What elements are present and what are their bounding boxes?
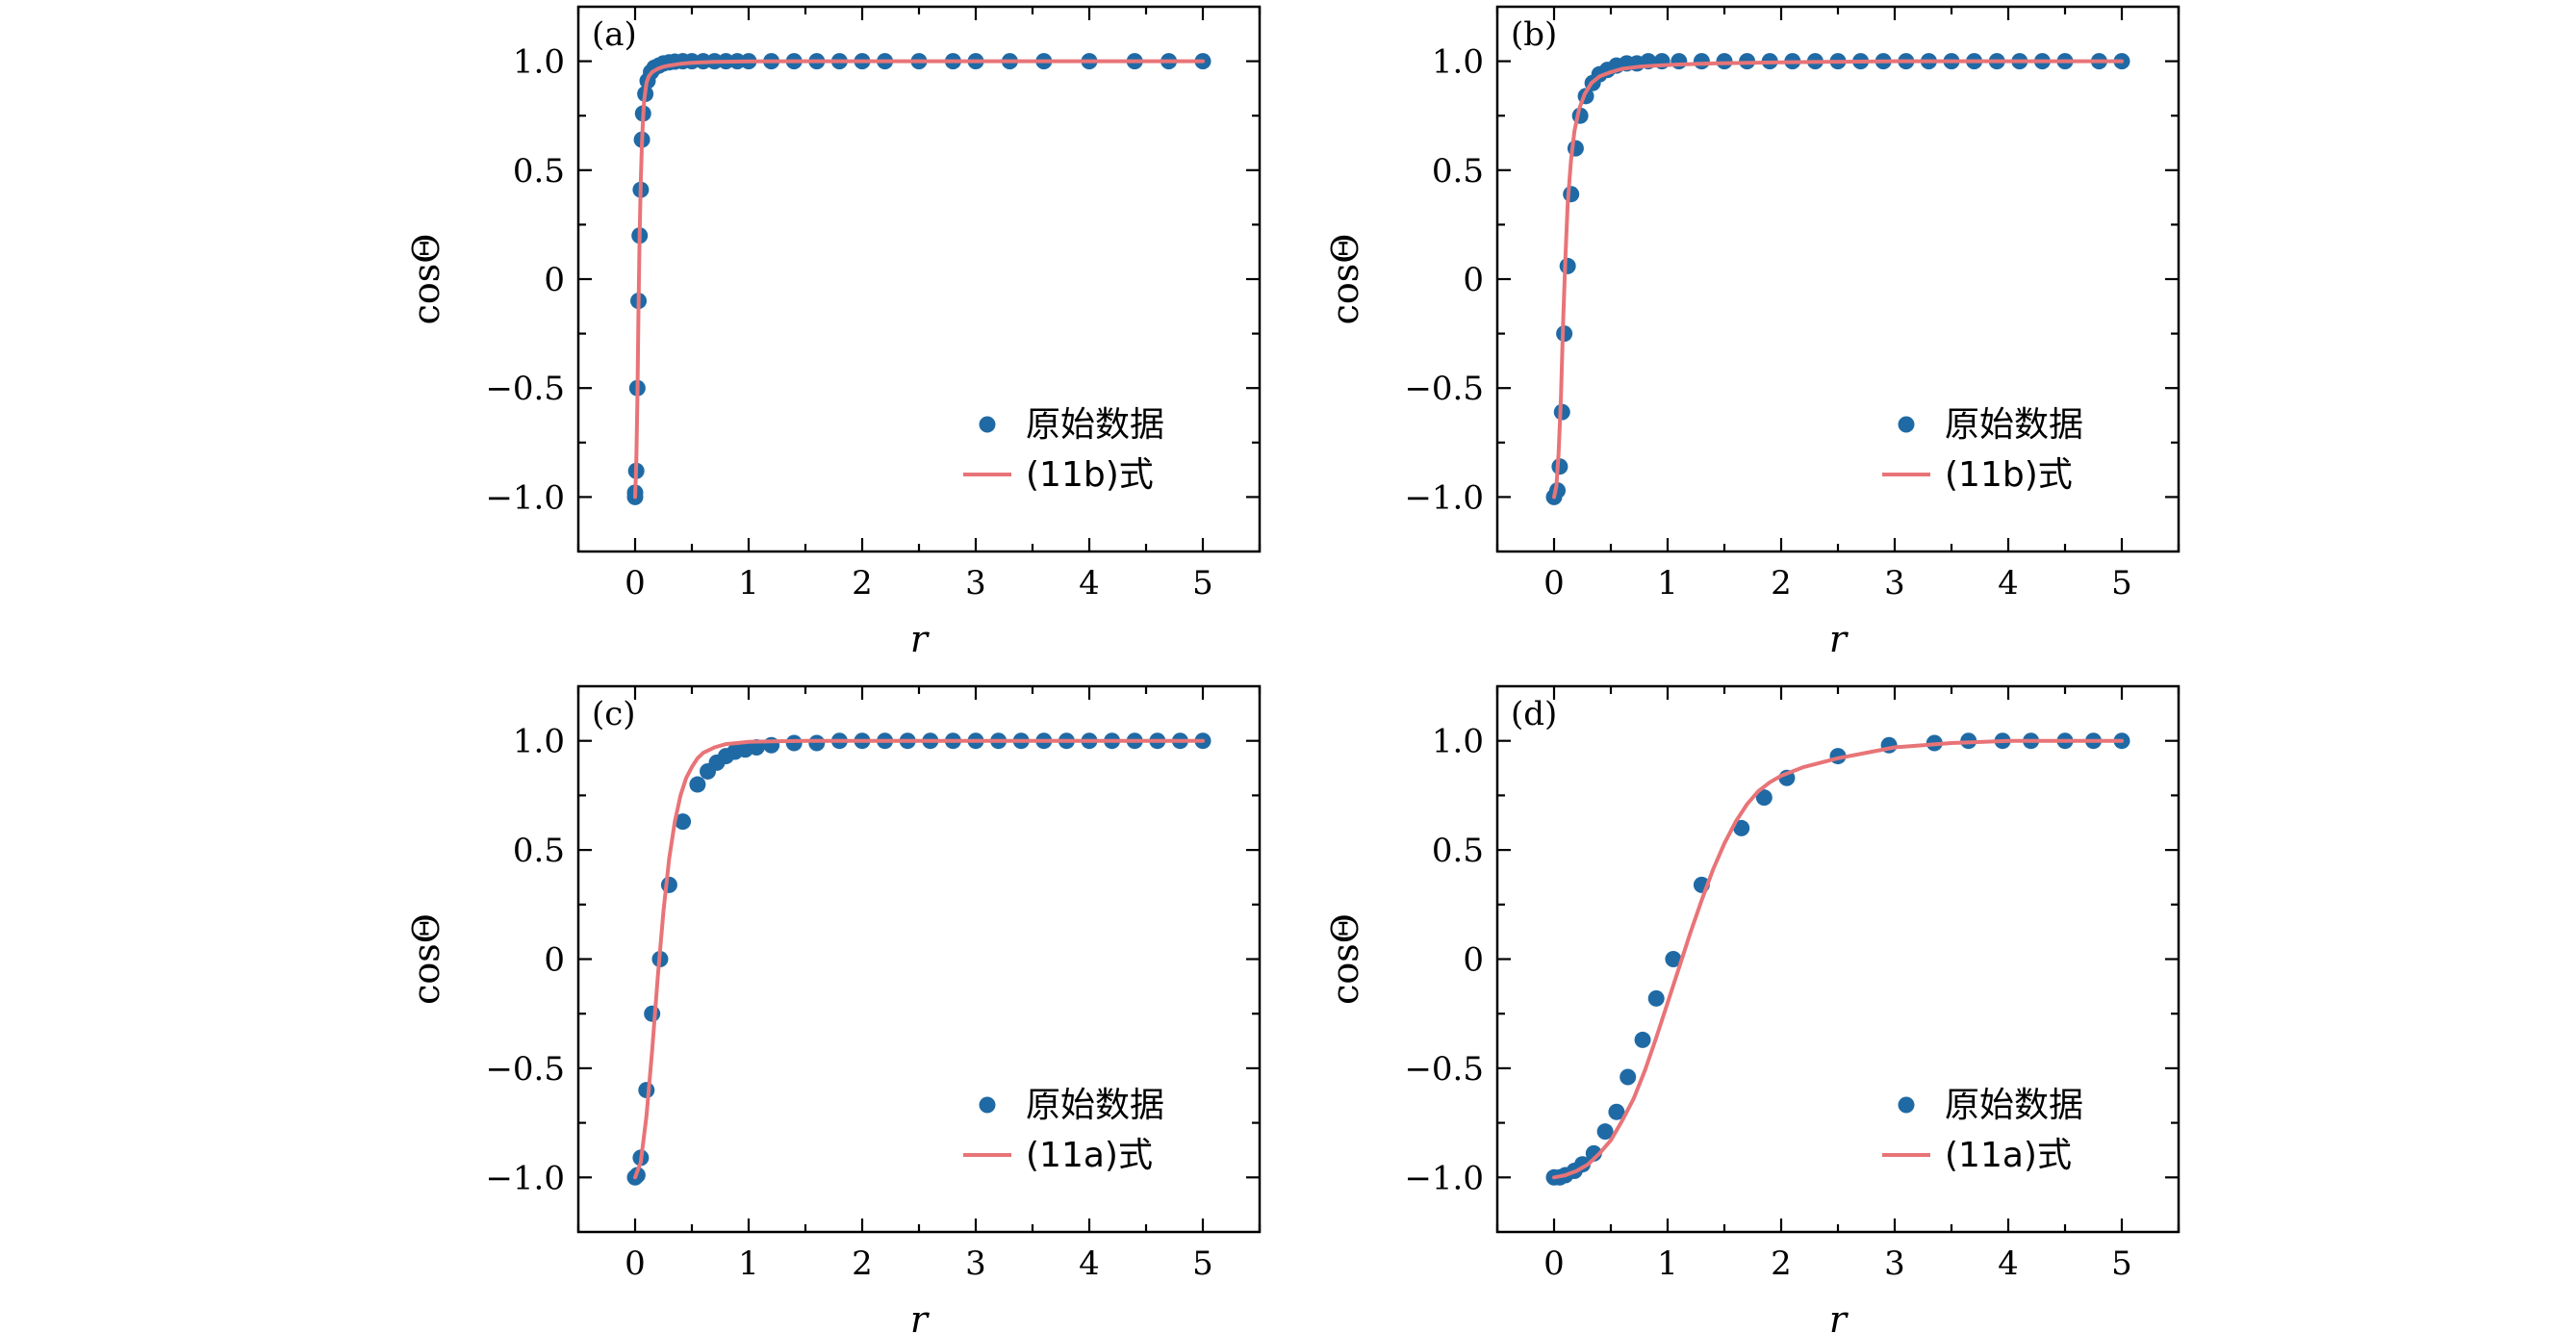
x-tick-label: 3 — [965, 1244, 986, 1283]
x-tick-label: 0 — [625, 1244, 646, 1283]
fit-line — [633, 59, 1205, 500]
legend-marker-points — [1898, 416, 1915, 433]
data-point — [689, 776, 706, 793]
y-tick-label: −1.0 — [485, 1159, 565, 1197]
y-tick-label: −0.5 — [485, 370, 565, 408]
x-tick-label: 5 — [2111, 564, 2132, 603]
x-tick-label: 1 — [1657, 564, 1678, 603]
y-axis-title: cosΘ — [1324, 234, 1366, 325]
x-tick-label: 3 — [965, 564, 986, 603]
data-point — [785, 734, 803, 752]
data-point — [660, 876, 677, 893]
y-axis-title: cosΘ — [405, 913, 447, 1005]
x-tick-label: 2 — [1771, 564, 1792, 603]
y-tick-label: 0 — [1463, 941, 1484, 980]
y-tick-label: 1.0 — [1432, 43, 1484, 82]
legend-label-line: (11b)式 — [1026, 455, 1154, 495]
legend-label-line: (11b)式 — [1945, 455, 2073, 495]
x-tick-label: 4 — [1998, 1244, 2019, 1283]
plot-frame — [576, 684, 1262, 1234]
x-tick-label: 5 — [2111, 1244, 2132, 1283]
legend-marker-points — [979, 1096, 996, 1114]
y-tick-label: 0 — [544, 941, 565, 980]
x-tick-label: 0 — [1543, 1244, 1565, 1283]
x-tick-label: 5 — [1192, 564, 1213, 603]
data-point — [1665, 951, 1682, 967]
y-tick-label: −0.5 — [1404, 1050, 1484, 1089]
chart-panel: (b) 0 1 2 3 4 5 −1.0 −0.5 0 0.5 1.0 r cosΘ 原始数据 (11b)式 — [1324, 5, 2181, 660]
data-point — [808, 734, 826, 752]
panel-label: (b) — [1511, 15, 1557, 54]
data-point — [1693, 53, 1710, 70]
y-tick-label: 0 — [544, 261, 565, 299]
fit-line — [633, 738, 1205, 1180]
data-point — [1596, 1123, 1614, 1141]
legend-marker-points — [979, 416, 996, 433]
x-tick-label: 2 — [1771, 1244, 1792, 1283]
x-tick-label: 4 — [1998, 564, 2019, 603]
x-tick-label: 3 — [1884, 564, 1905, 603]
legend-marker-points — [1898, 1096, 1915, 1114]
y-tick-label: −0.5 — [485, 1050, 565, 1089]
x-tick-label: 2 — [852, 564, 873, 603]
y-tick-label: 0 — [1463, 261, 1484, 299]
data-point — [1716, 53, 1733, 70]
panel-label: (a) — [592, 15, 637, 54]
y-tick-label: −1.0 — [1404, 478, 1484, 517]
x-axis-title: r — [1829, 618, 1849, 660]
data-point — [1733, 819, 1750, 836]
x-tick-label: 0 — [625, 564, 646, 603]
y-tick-label: 1.0 — [513, 723, 565, 761]
fit-line — [1552, 59, 2124, 500]
y-tick-label: 0.5 — [513, 832, 565, 870]
data-point — [1608, 1103, 1625, 1120]
chart-panel: (c) 0 1 2 3 4 5 −1.0 −0.5 0 0.5 1.0 r cosΘ 原始数据 (11a)式 — [405, 684, 1262, 1334]
x-axis-title: r — [910, 618, 931, 660]
y-axis-title: cosΘ — [405, 234, 447, 325]
x-axis-title: r — [910, 1298, 931, 1334]
data-point — [1620, 1068, 1637, 1086]
data-point — [1647, 989, 1665, 1007]
x-tick-label: 4 — [1079, 1244, 1100, 1283]
chart-panel: (d) 0 1 2 3 4 5 −1.0 −0.5 0 0.5 1.0 r cosΘ 原始数据 (11a)式 — [1324, 684, 2181, 1334]
x-tick-label: 0 — [1543, 564, 1565, 603]
x-tick-label: 1 — [738, 564, 759, 603]
data-point — [1563, 186, 1580, 203]
panel-label: (c) — [592, 695, 636, 733]
y-axis-title: cosΘ — [1324, 913, 1366, 1005]
y-tick-label: −0.5 — [1404, 370, 1484, 408]
y-tick-label: −1.0 — [1404, 1159, 1484, 1197]
data-point — [1559, 257, 1576, 274]
data-point — [644, 1005, 661, 1022]
y-tick-label: 0.5 — [1432, 152, 1484, 191]
legend-label-line: (11a)式 — [1945, 1136, 2072, 1175]
y-tick-label: 1.0 — [1432, 723, 1484, 761]
x-tick-label: 3 — [1884, 1244, 1905, 1283]
x-tick-label: 4 — [1079, 564, 1100, 603]
y-tick-label: −1.0 — [485, 478, 565, 517]
data-point — [1755, 789, 1773, 807]
legend-label-points: 原始数据 — [1945, 1086, 2083, 1125]
x-tick-label: 2 — [852, 1244, 873, 1283]
legend-label-points: 原始数据 — [1026, 405, 1164, 445]
legend-label-points: 原始数据 — [1026, 1086, 1164, 1125]
chart-panel: (a) 0 1 2 3 4 5 −1.0 −0.5 0 0.5 1.0 r cosΘ 原始数据 (11b)式 — [405, 5, 1262, 660]
fit-line — [1552, 738, 2124, 1180]
x-axis-title: r — [1829, 1298, 1849, 1334]
data-point — [1671, 53, 1688, 70]
data-point — [1634, 1031, 1651, 1048]
x-tick-label: 1 — [1657, 1244, 1678, 1283]
x-tick-label: 1 — [738, 1244, 759, 1283]
panel-label: (d) — [1511, 695, 1557, 733]
plot-frame — [576, 5, 1262, 553]
y-tick-label: 1.0 — [513, 43, 565, 82]
y-tick-label: 0.5 — [513, 152, 565, 191]
legend-label-points: 原始数据 — [1945, 405, 2083, 445]
y-tick-label: 0.5 — [1432, 832, 1484, 870]
x-tick-label: 5 — [1192, 1244, 1213, 1283]
legend-label-line: (11a)式 — [1026, 1136, 1153, 1175]
plot-frame — [1495, 5, 2181, 553]
data-point — [675, 813, 692, 831]
